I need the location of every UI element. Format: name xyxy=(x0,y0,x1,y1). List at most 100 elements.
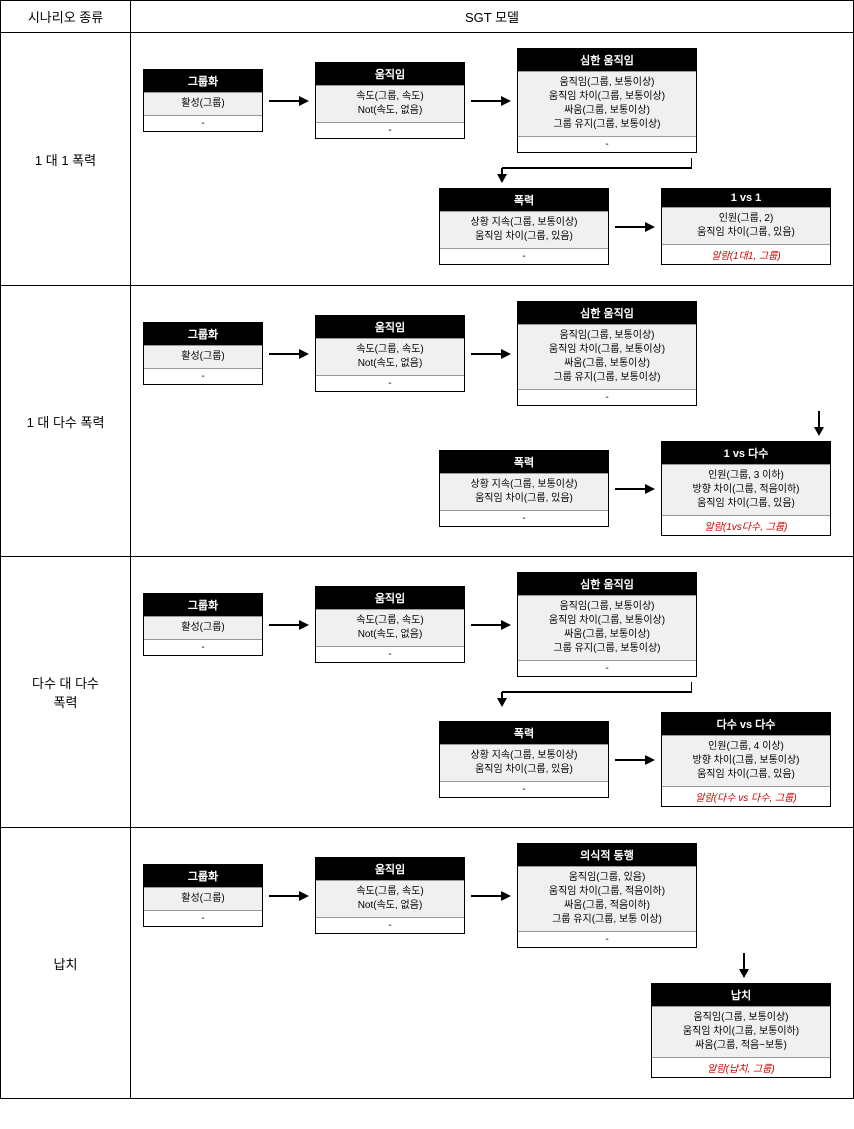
node-body: 활성(그룹) xyxy=(144,887,262,910)
node-footer: - xyxy=(518,136,696,152)
node-footer: - xyxy=(518,931,696,947)
node-footer: - xyxy=(518,660,696,676)
node-footer: - xyxy=(144,115,262,131)
node-title: 그룹화 xyxy=(144,594,262,616)
node-footer: 알람(1대1, 그룹) xyxy=(662,244,830,264)
flow-row-1: 그룹화 활성(그룹) - 움직임 속도(그룹, 속도)Not(속도, 없음) -… xyxy=(143,301,841,406)
node-body: 속도(그룹, 속도)Not(속도, 없음) xyxy=(316,609,464,646)
node-body: 인원(그룹, 3 이하)방향 차이(그룹, 적음이하)움직임 차이(그룹, 있음… xyxy=(662,464,830,515)
node-body: 속도(그룹, 속도)Not(속도, 없음) xyxy=(316,85,464,122)
arrow-icon xyxy=(615,753,655,767)
header-scenario: 시나리오 종류 xyxy=(1,1,131,33)
flow-node: 그룹화 활성(그룹) - xyxy=(143,69,263,132)
arrow-icon xyxy=(269,889,309,903)
flow-node: 움직임 속도(그룹, 속도)Not(속도, 없음) - xyxy=(315,857,465,934)
flow-node: 그룹화 활성(그룹) - xyxy=(143,593,263,656)
flow-row-1: 그룹화 활성(그룹) - 움직임 속도(그룹, 속도)Not(속도, 없음) -… xyxy=(143,572,841,677)
node-title: 다수 vs 다수 xyxy=(662,713,830,735)
flow-row-2: 폭력 상황 지속(그룹, 보통이상)움직임 차이(그룹, 있음) - 1 vs … xyxy=(143,441,841,536)
node-title: 심한 움직임 xyxy=(518,573,696,595)
node-body: 움직임(그룹, 보통이상)움직임 차이(그룹, 보통이상)싸움(그룹, 보통이상… xyxy=(518,324,696,389)
diagram-cell: 그룹화 활성(그룹) - 움직임 속도(그룹, 속도)Not(속도, 없음) -… xyxy=(131,33,854,286)
arrow-icon xyxy=(471,889,511,903)
flow-node: 폭력 상황 지속(그룹, 보통이상)움직임 차이(그룹, 있음) - xyxy=(439,188,609,265)
node-title: 그룹화 xyxy=(144,70,262,92)
node-title: 의식적 동행 xyxy=(518,844,696,866)
flow-node: 움직임 속도(그룹, 속도)Not(속도, 없음) - xyxy=(315,315,465,392)
node-title: 심한 움직임 xyxy=(518,302,696,324)
node-footer: - xyxy=(144,368,262,384)
node-footer: 알람(1vs다수, 그룹) xyxy=(662,515,830,535)
node-title: 폭력 xyxy=(440,451,608,473)
node-body: 활성(그룹) xyxy=(144,345,262,368)
arrow-icon xyxy=(471,347,511,361)
scenario-name: 1 대 다수 폭력 xyxy=(1,286,131,557)
node-footer: - xyxy=(316,646,464,662)
node-footer: - xyxy=(440,510,608,526)
node-body: 상황 지속(그룹, 보통이상)움직임 차이(그룹, 있음) xyxy=(440,744,608,781)
scenario-name: 1 대 1 폭력 xyxy=(1,33,131,286)
node-title: 움직임 xyxy=(316,858,464,880)
arrow-icon xyxy=(471,618,511,632)
flow-node: 그룹화 활성(그룹) - xyxy=(143,864,263,927)
flow-node: 심한 움직임 움직임(그룹, 보통이상)움직임 차이(그룹, 보통이상)싸움(그… xyxy=(517,48,697,153)
node-body: 인원(그룹, 2)움직임 차이(그룹, 있음) xyxy=(662,207,830,244)
down-arrow xyxy=(143,158,841,186)
node-body: 인원(그룹, 4 이상)방향 차이(그룹, 보통이상)움직임 차이(그룹, 있음… xyxy=(662,735,830,786)
down-arrow xyxy=(143,953,841,981)
node-footer: - xyxy=(440,248,608,264)
node-footer: - xyxy=(144,639,262,655)
flow-row-2: 폭력 상황 지속(그룹, 보통이상)움직임 차이(그룹, 있음) - 1 vs … xyxy=(143,188,841,265)
sgt-model-table: 시나리오 종류 SGT 모델 1 대 1 폭력 그룹화 활성(그룹) - 움직임… xyxy=(0,0,854,1099)
flow-node: 납치 움직임(그룹, 보통이상)움직임 차이(그룹, 보통이하)싸움(그룹, 적… xyxy=(651,983,831,1078)
node-body: 상황 지속(그룹, 보통이상)움직임 차이(그룹, 있음) xyxy=(440,211,608,248)
flow-node: 의식적 동행 움직임(그룹, 있음)움직임 차이(그룹, 적음이하)싸움(그룹,… xyxy=(517,843,697,948)
node-title: 움직임 xyxy=(316,316,464,338)
flow-node: 폭력 상황 지속(그룹, 보통이상)움직임 차이(그룹, 있음) - xyxy=(439,721,609,798)
node-footer: - xyxy=(440,781,608,797)
node-title: 움직임 xyxy=(316,587,464,609)
flow-node: 1 vs 다수 인원(그룹, 3 이하)방향 차이(그룹, 적음이하)움직임 차… xyxy=(661,441,831,536)
node-body: 움직임(그룹, 보통이상)움직임 차이(그룹, 보통이상)싸움(그룹, 보통이상… xyxy=(518,595,696,660)
node-title: 폭력 xyxy=(440,189,608,211)
node-body: 속도(그룹, 속도)Not(속도, 없음) xyxy=(316,880,464,917)
flow-node: 심한 움직임 움직임(그룹, 보통이상)움직임 차이(그룹, 보통이상)싸움(그… xyxy=(517,572,697,677)
flow-node: 1 vs 1 인원(그룹, 2)움직임 차이(그룹, 있음) 알람(1대1, 그… xyxy=(661,188,831,265)
arrow-icon xyxy=(269,94,309,108)
node-body: 속도(그룹, 속도)Not(속도, 없음) xyxy=(316,338,464,375)
node-title: 그룹화 xyxy=(144,323,262,345)
flow-row-2: 폭력 상황 지속(그룹, 보통이상)움직임 차이(그룹, 있음) - 다수 vs… xyxy=(143,712,841,807)
arrow-icon xyxy=(471,94,511,108)
flow-node: 움직임 속도(그룹, 속도)Not(속도, 없음) - xyxy=(315,62,465,139)
diagram-cell: 그룹화 활성(그룹) - 움직임 속도(그룹, 속도)Not(속도, 없음) -… xyxy=(131,828,854,1099)
node-title: 1 vs 다수 xyxy=(662,442,830,464)
down-arrow xyxy=(143,411,841,439)
arrow-icon xyxy=(269,347,309,361)
node-footer: - xyxy=(316,375,464,391)
node-footer: - xyxy=(144,910,262,926)
node-title: 납치 xyxy=(652,984,830,1006)
flow-node: 다수 vs 다수 인원(그룹, 4 이상)방향 차이(그룹, 보통이상)움직임 … xyxy=(661,712,831,807)
node-footer: - xyxy=(518,389,696,405)
scenario-name: 다수 대 다수폭력 xyxy=(1,557,131,828)
node-title: 1 vs 1 xyxy=(662,189,830,207)
down-arrow xyxy=(143,682,841,710)
node-body: 상황 지속(그룹, 보통이상)움직임 차이(그룹, 있음) xyxy=(440,473,608,510)
flow-row-1: 그룹화 활성(그룹) - 움직임 속도(그룹, 속도)Not(속도, 없음) -… xyxy=(143,48,841,153)
node-body: 움직임(그룹, 보통이상)움직임 차이(그룹, 보통이상)싸움(그룹, 보통이상… xyxy=(518,71,696,136)
node-body: 움직임(그룹, 보통이상)움직임 차이(그룹, 보통이하)싸움(그룹, 적음~보… xyxy=(652,1006,830,1057)
node-footer: 알람(다수 vs 다수, 그룹) xyxy=(662,786,830,806)
flow-node: 그룹화 활성(그룹) - xyxy=(143,322,263,385)
flow-node: 심한 움직임 움직임(그룹, 보통이상)움직임 차이(그룹, 보통이상)싸움(그… xyxy=(517,301,697,406)
node-title: 심한 움직임 xyxy=(518,49,696,71)
node-title: 그룹화 xyxy=(144,865,262,887)
arrow-icon xyxy=(615,482,655,496)
diagram-cell: 그룹화 활성(그룹) - 움직임 속도(그룹, 속도)Not(속도, 없음) -… xyxy=(131,557,854,828)
node-body: 활성(그룹) xyxy=(144,616,262,639)
flow-node: 움직임 속도(그룹, 속도)Not(속도, 없음) - xyxy=(315,586,465,663)
arrow-icon xyxy=(615,220,655,234)
node-title: 폭력 xyxy=(440,722,608,744)
node-body: 움직임(그룹, 있음)움직임 차이(그룹, 적음이하)싸움(그룹, 적음이하)그… xyxy=(518,866,696,931)
scenario-name: 납치 xyxy=(1,828,131,1099)
node-footer: 알람(납치, 그룹) xyxy=(652,1057,830,1077)
